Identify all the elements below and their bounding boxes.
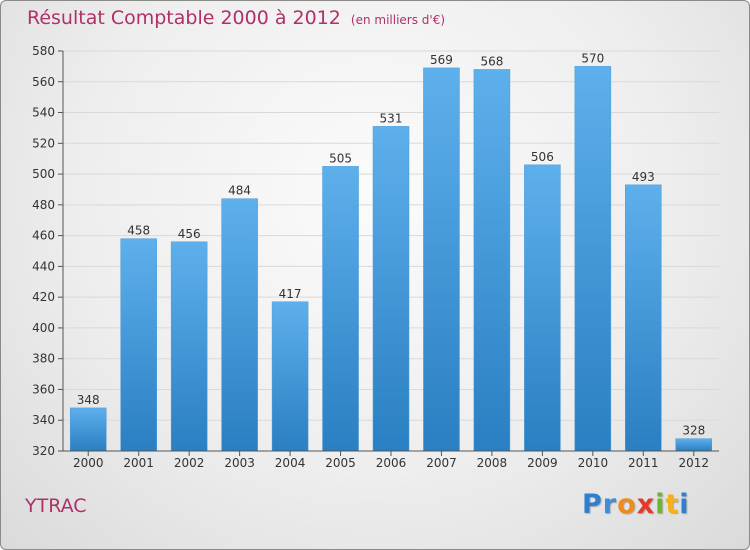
x-tick-label: 2010 (578, 456, 609, 470)
data-label: 493 (632, 170, 655, 184)
y-tick-label: 440 (32, 259, 55, 273)
x-tick-label: 2001 (123, 456, 154, 470)
bar (473, 69, 511, 452)
x-tick-label: 2008 (477, 456, 508, 470)
data-label: 456 (178, 227, 201, 241)
bar (524, 164, 561, 452)
y-tick-label: 420 (32, 290, 55, 304)
y-tick-label: 340 (32, 413, 55, 427)
y-tick-label: 480 (32, 198, 55, 212)
logo-letter: i (655, 489, 666, 520)
title-main: Résultat Comptable 2000 à 2012 (27, 7, 341, 29)
bar (372, 126, 410, 452)
x-tick-label: 2006 (376, 456, 407, 470)
y-tick-label: 500 (32, 167, 55, 181)
bar (170, 241, 208, 452)
x-tick-label: 2002 (174, 456, 205, 470)
bar (69, 407, 107, 452)
logo-letter: r (602, 489, 618, 520)
bar (574, 66, 612, 452)
bar (322, 166, 359, 452)
chart-title: Résultat Comptable 2000 à 2012 (en millie… (27, 7, 445, 29)
data-label: 348 (77, 393, 100, 407)
y-tick-label: 400 (32, 321, 55, 335)
data-label: 505 (329, 151, 352, 165)
y-tick-label: 520 (32, 136, 55, 150)
y-tick-label: 360 (32, 382, 55, 396)
title-unit: (en milliers d'€) (350, 13, 446, 27)
y-tick-label: 540 (32, 106, 55, 120)
data-label: 531 (380, 111, 403, 125)
proxiti-logo: Proxiti (582, 489, 690, 520)
y-tick-label: 580 (32, 44, 55, 58)
location-label: YTRAC (25, 495, 87, 517)
x-tick-label: 2012 (678, 456, 709, 470)
logo-letter: x (636, 489, 656, 520)
bar (675, 438, 713, 452)
label-layer: 348 458 456 484 417 505 531 569 568 506 570 493 328 (77, 51, 705, 437)
axis-layer: 320 340 360 380 400 420 440 460 480 500 520 540 560 5… (32, 44, 719, 470)
y-tick-label: 460 (32, 229, 55, 243)
x-tick-label: 2000 (73, 456, 104, 470)
data-label: 569 (430, 53, 453, 67)
bar (221, 198, 258, 452)
bar (625, 184, 662, 452)
data-label: 506 (531, 150, 554, 164)
bar (271, 301, 309, 452)
bar-layer (69, 66, 713, 452)
y-tick-label: 320 (32, 444, 55, 458)
x-tick-label: 2005 (325, 456, 356, 470)
bar (423, 67, 460, 452)
y-tick-label: 560 (32, 75, 55, 89)
logo-letter: t (665, 489, 680, 520)
data-label: 458 (127, 224, 150, 238)
logo-letter: o (617, 489, 637, 520)
data-label: 328 (682, 424, 705, 438)
logo-letter: P (582, 489, 603, 520)
data-label: 568 (480, 54, 503, 68)
data-label: 570 (581, 51, 604, 65)
x-tick-label: 2003 (224, 456, 255, 470)
x-tick-label: 2004 (275, 456, 306, 470)
x-tick-label: 2007 (426, 456, 457, 470)
x-tick-label: 2009 (527, 456, 558, 470)
x-tick-label: 2011 (628, 456, 659, 470)
bar (120, 238, 157, 452)
y-tick-label: 380 (32, 352, 55, 366)
logo-letter: i (679, 489, 690, 520)
data-label: 484 (228, 184, 251, 198)
data-label: 417 (279, 287, 302, 301)
